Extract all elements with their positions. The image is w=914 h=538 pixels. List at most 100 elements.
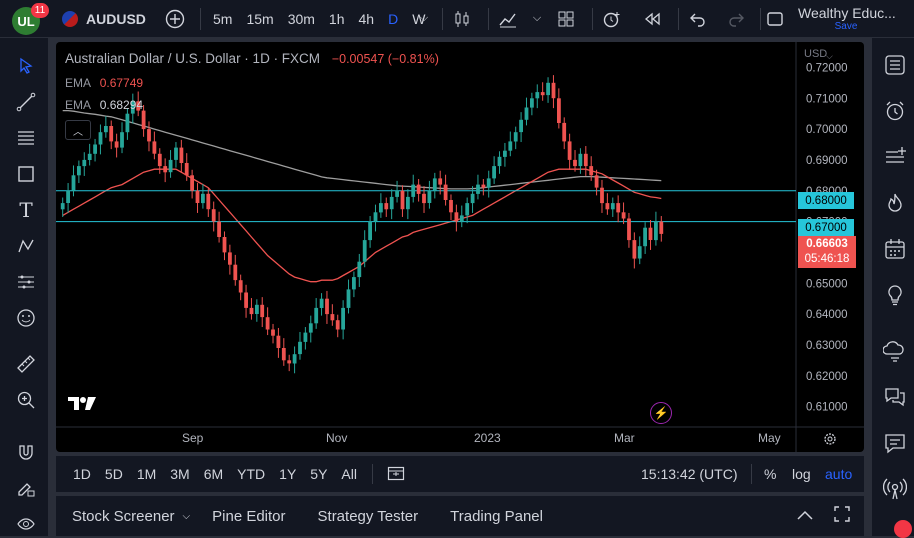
chart-settings-button[interactable]: [822, 431, 838, 452]
ideas-button[interactable]: [880, 280, 910, 310]
candle-body: [125, 113, 130, 133]
interval-D[interactable]: D: [388, 11, 399, 27]
candle-body: [87, 153, 92, 160]
chats-button[interactable]: [880, 336, 910, 366]
broadcast-button[interactable]: [880, 474, 910, 504]
range-ytd[interactable]: YTD: [237, 466, 266, 482]
tab-trading-panel[interactable]: Trading Panel: [450, 507, 543, 525]
range-3m[interactable]: 3M: [170, 466, 190, 482]
replay-button[interactable]: [640, 0, 664, 38]
calendar-icon: [885, 239, 905, 259]
auto-toggle[interactable]: auto: [825, 466, 853, 482]
utc-clock[interactable]: 15:13:42 (UTC): [641, 466, 738, 482]
range-5d[interactable]: 5D: [104, 466, 123, 482]
candle-body: [255, 304, 259, 314]
tv-logo-icon: [68, 397, 96, 410]
tradingview-logo[interactable]: [67, 394, 99, 417]
redo-button[interactable]: [724, 0, 748, 38]
ema-legend-2[interactable]: EMA 0.68294: [65, 98, 143, 112]
time-axis[interactable]: Sep Nov 2023 Mar May: [56, 431, 796, 449]
range-group: 1D 5D 1M 3M 6M YTD 1Y 5Y All: [66, 466, 364, 482]
zoom-in-icon: [17, 391, 35, 409]
interval-W[interactable]: W: [412, 11, 426, 27]
symbol-title[interactable]: Australian Dollar / U.S. Dollar · 1D · F…: [65, 51, 321, 66]
percent-toggle[interactable]: %: [764, 466, 777, 482]
collapse-legend-button[interactable]: ︿: [65, 120, 91, 140]
range-1d[interactable]: 1D: [73, 466, 91, 482]
candle-body: [503, 150, 507, 157]
maximize-panel-button[interactable]: [834, 506, 850, 526]
candle-body: [222, 237, 227, 253]
goto-date-button[interactable]: [387, 465, 405, 484]
range-1y[interactable]: 1Y: [279, 466, 297, 482]
streams-button[interactable]: [880, 382, 910, 412]
candle-body: [152, 141, 157, 154]
messages-button[interactable]: [880, 428, 910, 458]
range-5y[interactable]: 5Y: [310, 466, 328, 482]
range-6m[interactable]: 6M: [203, 466, 224, 482]
range-1m[interactable]: 1M: [136, 466, 157, 482]
trendline-tool[interactable]: [12, 88, 40, 116]
currency-label[interactable]: USD: [804, 48, 828, 60]
candle-body: [610, 203, 615, 210]
ema-slow-line[interactable]: [62, 109, 662, 190]
candle-body: [411, 184, 416, 197]
last-price-label: 0.66603 05:46:18: [798, 236, 856, 268]
calendar-range-icon: [387, 466, 405, 480]
horizontal-lines-tool[interactable]: [12, 124, 40, 152]
emoji-tool[interactable]: [12, 304, 40, 332]
indicators-button[interactable]: [496, 0, 520, 38]
indicators-icon: [499, 13, 516, 27]
undo-button[interactable]: [686, 0, 710, 38]
hotlists-button[interactable]: [880, 188, 910, 218]
price-tick-label: 0.64000: [806, 309, 848, 321]
interval-4h[interactable]: 4h: [358, 11, 375, 27]
interval-dropdown[interactable]: ⌵: [416, 0, 432, 38]
alert-button[interactable]: [600, 0, 624, 38]
interval-1h[interactable]: 1h: [328, 11, 345, 27]
tab-pine-editor[interactable]: Pine Editor: [212, 507, 286, 525]
range-all[interactable]: All: [341, 466, 357, 482]
magnet-icon: [19, 445, 33, 460]
zoom-tool[interactable]: [12, 386, 40, 414]
forecast-tool[interactable]: [12, 268, 40, 296]
shape-tool[interactable]: [12, 160, 40, 188]
save-label[interactable]: Save: [834, 21, 858, 32]
lock-drawings-tool[interactable]: [12, 474, 40, 502]
calendar-button[interactable]: [880, 234, 910, 264]
data-window-button[interactable]: [880, 142, 910, 172]
watchlist-button[interactable]: [880, 50, 910, 80]
log-toggle[interactable]: log: [792, 466, 811, 482]
hide-drawings-tool[interactable]: [12, 510, 40, 538]
cursor-tool[interactable]: [12, 52, 40, 80]
alerts-button[interactable]: [880, 96, 910, 126]
text-tool[interactable]: T: [12, 196, 40, 224]
layout-button[interactable]: [554, 0, 578, 38]
interval-15m[interactable]: 15m: [246, 11, 274, 27]
chart-pane[interactable]: 0.72000 0.71000 0.70000 0.69000 0.68000 0.670…: [56, 42, 864, 452]
ema-legend-1[interactable]: EMA 0.67749: [65, 76, 143, 90]
ruler-tool[interactable]: [12, 350, 40, 378]
compare-add-button[interactable]: [162, 0, 188, 38]
candle-body: [562, 122, 567, 142]
interval-30m[interactable]: 30m: [287, 11, 315, 27]
ema-fast-line[interactable]: [62, 168, 662, 283]
collapse-panel-button[interactable]: [796, 508, 814, 525]
symbol-search[interactable]: AUDUSD: [62, 0, 146, 38]
tab-stock-screener[interactable]: Stock Screener ⌵: [72, 508, 190, 525]
magnet-tool[interactable]: [12, 438, 40, 466]
lightning-icon[interactable]: ⚡: [650, 402, 672, 424]
candle-body: [546, 82, 550, 96]
candle-body: [147, 129, 151, 142]
layout-name[interactable]: Wealthy Educ... Save: [798, 5, 898, 32]
last-price: 0.66603: [806, 238, 848, 250]
candle-body: [573, 159, 577, 167]
indicators-dropdown[interactable]: ⌵: [530, 0, 544, 38]
tab-strategy-tester[interactable]: Strategy Tester: [317, 507, 419, 525]
interval-5m[interactable]: 5m: [213, 11, 233, 27]
chart-type-button[interactable]: [450, 0, 474, 38]
price-tick-label: 0.62000: [806, 371, 848, 383]
pattern-tool[interactable]: [12, 232, 40, 260]
candle-body: [459, 215, 464, 222]
fullscreen-button[interactable]: [764, 0, 786, 38]
